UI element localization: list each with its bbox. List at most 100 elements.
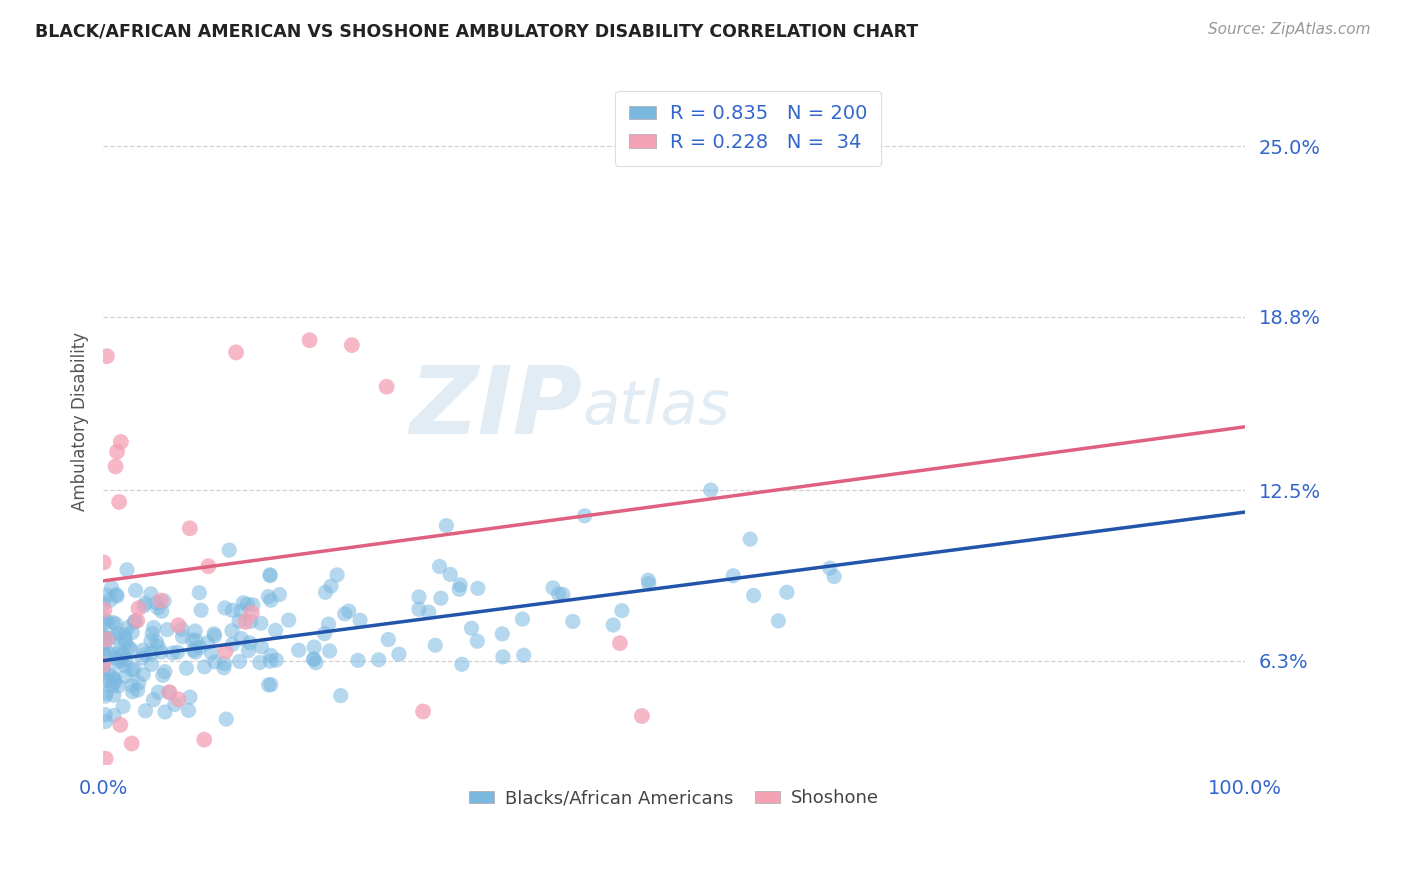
Point	[200, 646, 222, 660]
Point	[103, 688, 125, 702]
Point	[124, 615, 146, 629]
Point	[132, 643, 155, 657]
Point	[131, 651, 153, 665]
Point	[235, 615, 257, 629]
Point	[561, 615, 583, 629]
Point	[238, 643, 260, 657]
Point	[183, 643, 205, 657]
Point	[239, 615, 262, 629]
Point	[121, 685, 143, 699]
Point	[120, 642, 142, 657]
Point	[103, 708, 125, 723]
Point	[141, 647, 163, 661]
Point	[197, 559, 219, 574]
Point	[465, 634, 488, 648]
Point	[94, 686, 117, 700]
Point	[104, 674, 127, 689]
Point	[388, 647, 411, 661]
Point	[93, 597, 115, 611]
Point	[142, 693, 165, 707]
Text: BLACK/AFRICAN AMERICAN VS SHOSHONE AMBULATORY DISABILITY CORRELATION CHART: BLACK/AFRICAN AMERICAN VS SHOSHONE AMBUL…	[35, 22, 918, 40]
Point	[239, 636, 262, 650]
Point	[740, 532, 762, 546]
Point	[110, 654, 132, 668]
Point	[225, 345, 247, 359]
Point	[97, 646, 120, 660]
Point	[449, 578, 471, 592]
Point	[156, 623, 179, 637]
Point	[121, 625, 143, 640]
Point	[259, 568, 281, 582]
Point	[260, 593, 283, 607]
Point	[114, 632, 136, 647]
Point	[112, 658, 135, 673]
Point	[105, 444, 128, 458]
Point	[96, 349, 118, 363]
Point	[305, 656, 328, 670]
Point	[228, 614, 250, 628]
Legend: Blacks/African Americans, Shoshone: Blacks/African Americans, Shoshone	[461, 782, 886, 814]
Point	[204, 655, 226, 669]
Point	[141, 626, 163, 640]
Point	[302, 652, 325, 666]
Point	[412, 705, 434, 719]
Point	[721, 568, 744, 582]
Point	[104, 459, 127, 474]
Point	[347, 653, 370, 667]
Point	[150, 604, 173, 618]
Point	[408, 590, 430, 604]
Point	[337, 604, 360, 618]
Point	[212, 661, 235, 675]
Point	[228, 654, 250, 668]
Point	[107, 655, 129, 669]
Point	[159, 685, 181, 699]
Point	[236, 597, 259, 611]
Point	[166, 645, 188, 659]
Point	[162, 646, 184, 660]
Point	[340, 338, 363, 352]
Point	[467, 582, 489, 596]
Point	[94, 707, 117, 722]
Point	[148, 685, 170, 699]
Point	[425, 638, 447, 652]
Text: ZIP: ZIP	[409, 361, 582, 453]
Point	[91, 772, 114, 786]
Point	[105, 647, 128, 661]
Point	[287, 643, 309, 657]
Point	[149, 593, 172, 607]
Point	[98, 593, 121, 607]
Point	[264, 624, 287, 638]
Point	[242, 598, 264, 612]
Point	[110, 718, 132, 732]
Point	[264, 653, 287, 667]
Point	[231, 632, 253, 646]
Point	[260, 648, 283, 663]
Point	[103, 672, 125, 686]
Point	[117, 621, 139, 635]
Point	[260, 677, 283, 691]
Point	[610, 604, 633, 618]
Point	[124, 615, 146, 629]
Point	[250, 616, 273, 631]
Point	[240, 606, 263, 620]
Y-axis label: Ambulatory Disability: Ambulatory Disability	[72, 332, 89, 511]
Point	[93, 632, 115, 646]
Point	[492, 649, 515, 664]
Point	[108, 495, 131, 509]
Point	[93, 659, 115, 673]
Point	[134, 596, 156, 610]
Point	[91, 658, 114, 673]
Point	[112, 699, 135, 714]
Point	[491, 627, 513, 641]
Point	[141, 657, 163, 672]
Point	[150, 645, 173, 659]
Point	[153, 665, 176, 679]
Point	[318, 617, 340, 632]
Point	[259, 567, 281, 582]
Point	[512, 612, 534, 626]
Point	[367, 653, 389, 667]
Point	[114, 652, 136, 666]
Point	[96, 632, 118, 647]
Point	[121, 737, 143, 751]
Point	[742, 589, 765, 603]
